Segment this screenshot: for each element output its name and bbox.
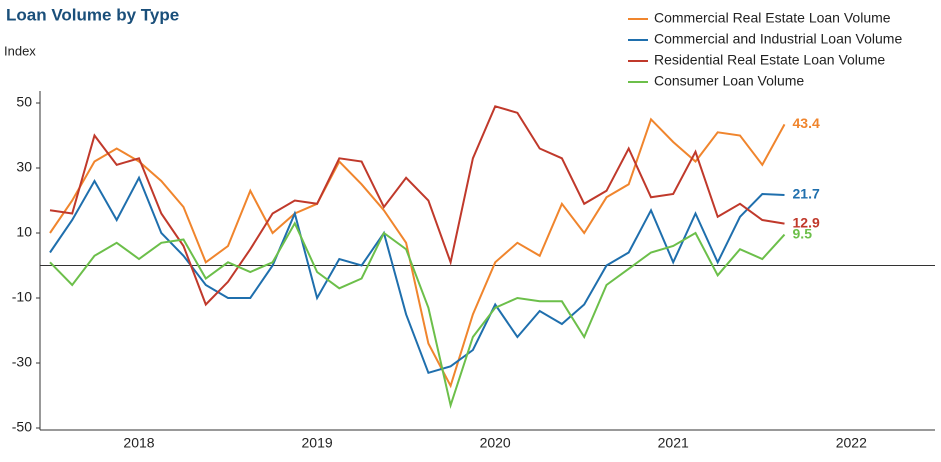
series-line <box>49 105 785 307</box>
x-tick-label: 2022 <box>836 435 867 451</box>
chart-title: Loan Volume by Type <box>6 5 179 24</box>
end-label: 21.7 <box>793 186 820 202</box>
legend-label: Commercial and Industrial Loan Volume <box>654 31 902 47</box>
y-tick-label: 10 <box>16 224 32 240</box>
legend-label: Residential Real Estate Loan Volume <box>654 52 885 68</box>
y-tick-label: -10 <box>12 289 32 305</box>
series-line <box>49 221 786 410</box>
x-tick-label: 2019 <box>302 435 333 451</box>
end-label: 43.4 <box>793 115 820 131</box>
legend-label: Consumer Loan Volume <box>654 73 804 89</box>
y-tick-label: -50 <box>12 419 32 435</box>
x-tick-label: 2020 <box>480 435 511 451</box>
series-line <box>49 117 786 389</box>
series-line <box>49 175 785 375</box>
x-tick-label: 2021 <box>658 435 689 451</box>
y-axis-label: Index <box>4 43 36 58</box>
end-label: 9.5 <box>793 225 813 241</box>
y-tick-label: 30 <box>16 159 32 175</box>
end-label: 12.9 <box>793 214 820 230</box>
y-tick-label: 50 <box>16 94 32 110</box>
legend-label: Commercial Real Estate Loan Volume <box>654 10 891 26</box>
x-tick-label: 2018 <box>123 435 154 451</box>
y-tick-label: -30 <box>12 354 32 370</box>
